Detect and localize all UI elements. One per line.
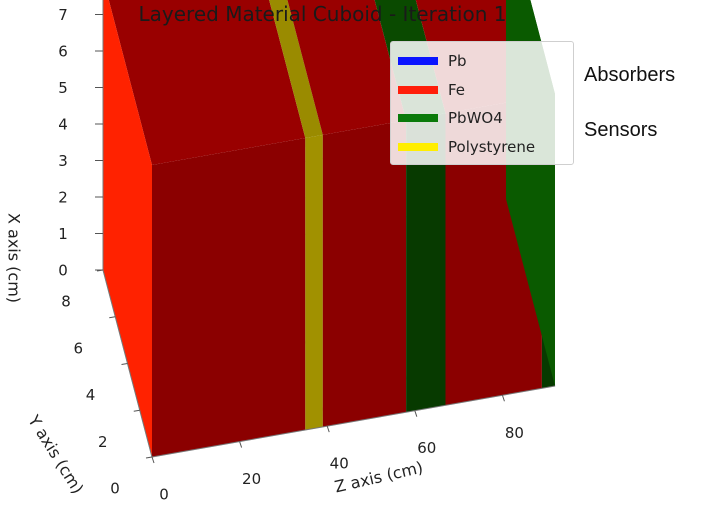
layer-top-fe xyxy=(287,0,407,135)
z-tick-label: 0 xyxy=(159,486,169,504)
legend-label: PbWO4 xyxy=(448,109,503,128)
x-tick-label: 6 xyxy=(58,43,68,61)
legend: Pb Fe PbWO4 Polystyrene xyxy=(390,41,574,165)
legend-swatch-polystyrene xyxy=(398,142,438,151)
x-tick-label: 5 xyxy=(58,79,68,97)
legend-swatch-fe xyxy=(398,85,438,94)
x-tick-label: 1 xyxy=(58,225,68,243)
z-tick-label: 60 xyxy=(417,439,436,457)
layer-front-fe xyxy=(152,138,306,457)
z-tick-mark xyxy=(414,410,418,417)
legend-item: Fe xyxy=(391,76,573,105)
y-tick-label: 2 xyxy=(98,433,108,451)
x-axis-label: X axis (cm) xyxy=(5,213,24,303)
layer-front-polystyrene xyxy=(305,134,323,430)
legend-item: Polystyrene xyxy=(391,133,573,162)
y-tick-label: 6 xyxy=(73,339,83,357)
legend-item: Pb xyxy=(391,47,573,76)
z-tick-mark xyxy=(239,441,243,448)
y-tick-label: 4 xyxy=(86,386,96,404)
layer-top-fe xyxy=(108,0,306,165)
legend-label: Pb xyxy=(448,52,467,71)
z-tick-mark xyxy=(151,456,155,464)
y-tick-label: 0 xyxy=(110,480,120,498)
legend-label: Polystyrene xyxy=(448,137,536,156)
y-tick-label-mark xyxy=(109,316,116,319)
chart-title: Layered Material Cuboid - Iteration 1 xyxy=(138,2,507,26)
z-tick-label: 40 xyxy=(330,455,349,473)
x-tick-label: 4 xyxy=(58,116,68,134)
layer-front-fe xyxy=(322,120,407,427)
y-tick-label-mark xyxy=(133,409,140,412)
y-tick-label: 8 xyxy=(61,293,71,311)
x-tick-label: 2 xyxy=(58,189,68,207)
legend-swatch-pb xyxy=(398,57,438,66)
absorbers-annotation: Absorbers xyxy=(584,64,676,86)
legend-item: PbWO4 xyxy=(391,104,573,133)
x-tick-label: 3 xyxy=(58,152,68,170)
layer-top-polystyrene xyxy=(269,0,323,138)
layer-front-pbwo4 xyxy=(406,113,446,413)
z-tick-label: 80 xyxy=(505,424,524,442)
z-tick-mark xyxy=(501,395,505,402)
z-tick-label: 20 xyxy=(242,470,261,488)
y-tick-label-mark xyxy=(145,456,153,459)
y-tick-label-mark xyxy=(121,363,128,365)
legend-label: Fe xyxy=(448,80,466,99)
left-end-face xyxy=(103,0,152,457)
z-axis-line xyxy=(151,385,556,458)
x-tick-label: 7 xyxy=(58,6,68,24)
y-axis-label: Y axis (cm) xyxy=(24,411,88,497)
sensors-annotation: Sensors xyxy=(584,119,658,141)
z-tick-mark xyxy=(326,425,330,433)
x-tick-label: 0 xyxy=(58,262,68,280)
legend-swatch-pbwo4 xyxy=(398,114,438,123)
